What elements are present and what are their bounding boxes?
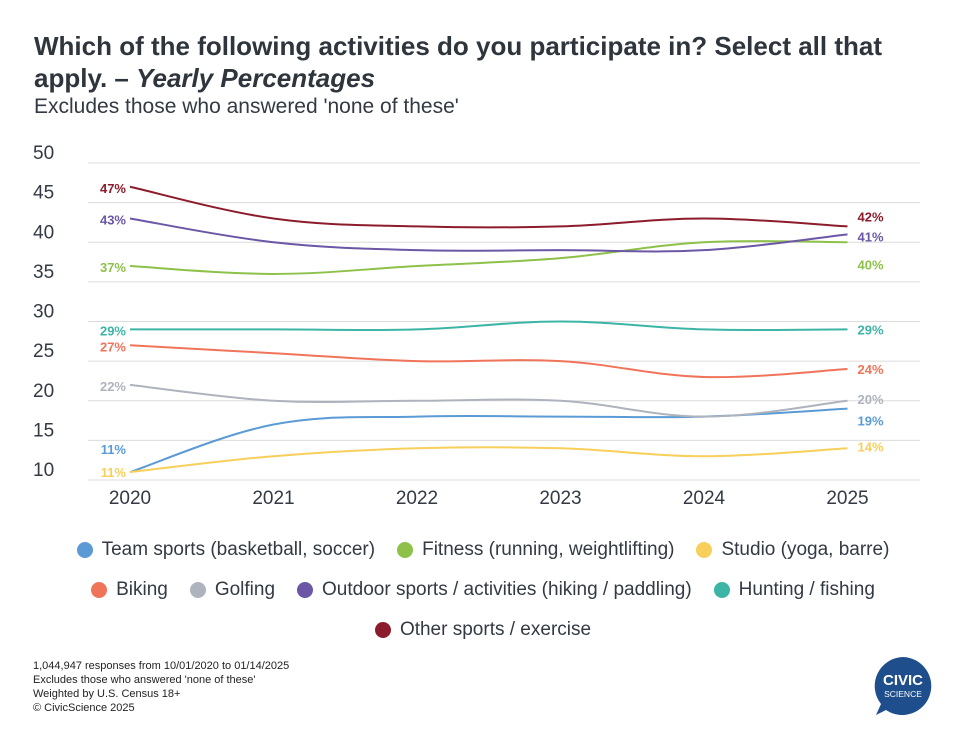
data-label-end: 20% bbox=[858, 392, 884, 407]
legend-item: Fitness (running, weightlifting) bbox=[397, 539, 674, 561]
y-tick-label: 10 bbox=[33, 460, 54, 481]
series-line-3 bbox=[129, 344, 848, 379]
data-label-end: 24% bbox=[858, 362, 884, 377]
y-tick-label: 45 bbox=[33, 183, 54, 204]
x-tick-label: 2023 bbox=[539, 488, 581, 509]
data-label-end: 19% bbox=[858, 414, 884, 429]
logo-text-science: SCIENCE bbox=[884, 689, 922, 699]
data-labels: 11% 19% 37% 40% 11% 14% 27% 24% 22% 20% 43% 41% 29% 2… bbox=[100, 181, 884, 480]
data-label-start: 27% bbox=[100, 339, 126, 354]
legend-item: Studio (yoga, barre) bbox=[696, 539, 889, 561]
y-tick-label: 40 bbox=[33, 222, 54, 243]
y-tick-labels: 10 15 20 25 30 35 40 45 50 bbox=[33, 143, 54, 481]
chart-title: Which of the following activities do you… bbox=[34, 30, 934, 94]
legend-row: Biking Golfing Outdoor sports / activities… bbox=[0, 570, 966, 610]
x-tick-label: 2024 bbox=[683, 488, 726, 509]
y-tick-label: 30 bbox=[33, 302, 54, 323]
data-label-start: 47% bbox=[100, 181, 126, 196]
legend-item: Biking bbox=[91, 579, 168, 601]
footnote-excludes: Excludes those who answered 'none of the… bbox=[33, 674, 256, 686]
legend-swatch bbox=[297, 582, 314, 598]
y-tick-label: 50 bbox=[33, 143, 54, 164]
legend-swatch bbox=[397, 542, 414, 558]
x-tick-label: 2020 bbox=[109, 488, 151, 509]
footnote-weighted: Weighted by U.S. Census 18+ bbox=[33, 688, 181, 700]
data-label-end: 41% bbox=[858, 229, 884, 244]
title-main: Which of the following activities do you… bbox=[34, 31, 882, 93]
data-label-end: 40% bbox=[858, 257, 884, 272]
data-label-start: 11% bbox=[101, 442, 127, 457]
data-label-start: 29% bbox=[100, 323, 126, 338]
legend-item: Hunting / fishing bbox=[713, 579, 875, 601]
legend-item: Outdoor sports / activities (hiking / pa… bbox=[297, 579, 692, 601]
gridlines bbox=[88, 162, 920, 481]
legend-swatch bbox=[696, 542, 713, 558]
series-line-5 bbox=[129, 217, 848, 253]
chart-subtitle: Excludes those who answered 'none of the… bbox=[34, 95, 459, 118]
data-label-end: 14% bbox=[858, 439, 884, 454]
legend-label: Hunting / fishing bbox=[738, 579, 875, 600]
legend-swatch bbox=[189, 582, 206, 598]
series-line-1 bbox=[129, 239, 848, 275]
footnote-responses: 1,044,947 responses from 10/01/2020 to 0… bbox=[33, 660, 290, 672]
legend-label: Studio (yoga, barre) bbox=[721, 539, 890, 560]
legend-item: Other sports / exercise bbox=[374, 619, 592, 641]
y-tick-label: 35 bbox=[33, 262, 54, 283]
legend-swatch bbox=[76, 542, 93, 558]
x-tick-label: 2025 bbox=[826, 488, 868, 509]
y-tick-label: 20 bbox=[33, 381, 54, 402]
x-tick-labels: 2020 2021 2022 2023 2024 2025 bbox=[109, 488, 869, 509]
legend-label: Other sports / exercise bbox=[399, 619, 592, 640]
legend-swatch bbox=[374, 622, 391, 638]
series-line-7 bbox=[129, 185, 848, 229]
series-lines bbox=[129, 185, 848, 474]
legend-label: Team sports (basketball, soccer) bbox=[101, 539, 376, 560]
legend-row: Team sports (basketball, soccer) Fitness … bbox=[0, 530, 966, 570]
footnotes: 1,044,947 responses from 10/01/2020 to 0… bbox=[33, 659, 289, 715]
x-tick-label: 2021 bbox=[252, 488, 294, 509]
legend-label: Golfing bbox=[214, 579, 276, 600]
legend: Team sports (basketball, soccer) Fitness … bbox=[0, 530, 966, 650]
footnote-copyright: © CivicScience 2025 bbox=[33, 702, 135, 714]
legend-swatch bbox=[713, 582, 730, 598]
data-label-start: 43% bbox=[100, 212, 126, 227]
legend-label: Outdoor sports / activities (hiking / pa… bbox=[322, 579, 692, 600]
y-tick-label: 25 bbox=[33, 341, 54, 362]
logo-text-civic: CIVIC bbox=[883, 672, 923, 689]
data-label-start: 37% bbox=[100, 260, 126, 275]
series-line-4 bbox=[129, 383, 848, 418]
data-label-end: 29% bbox=[858, 322, 884, 337]
data-label-start: 11% bbox=[101, 465, 127, 480]
series-line-2 bbox=[129, 446, 848, 474]
x-tick-label: 2022 bbox=[396, 488, 438, 509]
legend-label: Fitness (running, weightlifting) bbox=[422, 539, 675, 560]
y-tick-label: 15 bbox=[33, 420, 54, 441]
legend-item: Team sports (basketball, soccer) bbox=[76, 539, 376, 561]
legend-item: Golfing bbox=[189, 579, 276, 601]
legend-row: Other sports / exercise bbox=[0, 610, 966, 650]
series-line-6 bbox=[130, 320, 848, 332]
civicscience-logo: CIVIC SCIENCE bbox=[874, 657, 932, 715]
data-label-end: 42% bbox=[858, 209, 884, 224]
title-italic: Yearly Percentages bbox=[136, 63, 376, 93]
legend-label: Biking bbox=[116, 579, 168, 600]
data-label-start: 22% bbox=[100, 379, 126, 394]
legend-swatch bbox=[91, 582, 108, 598]
